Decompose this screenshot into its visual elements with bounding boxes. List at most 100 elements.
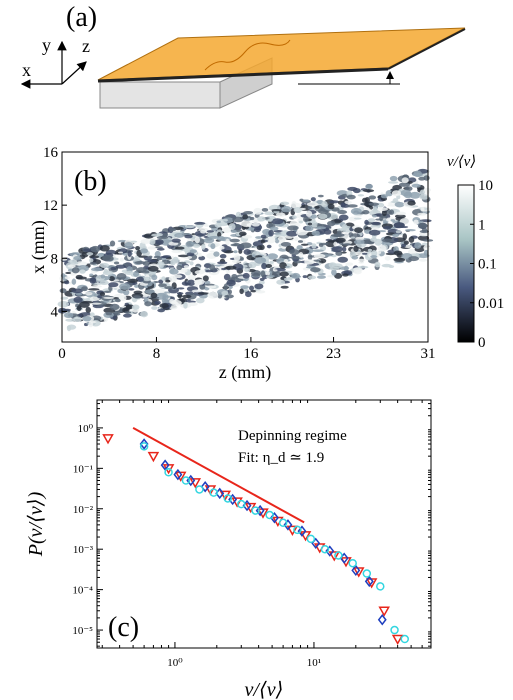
texture-blob (191, 289, 203, 293)
texture-blob (353, 267, 363, 273)
fit-line (132, 427, 305, 524)
texture-blob (127, 250, 132, 257)
texture-blob (241, 234, 253, 239)
texture-blob (333, 233, 345, 238)
texture-blob (135, 246, 140, 251)
texture-blob (280, 205, 292, 213)
texture-blob (362, 189, 375, 193)
texture-blob (358, 261, 365, 264)
texture-blob (408, 236, 415, 243)
texture-blob (253, 226, 262, 233)
texture-blob (73, 316, 82, 322)
y-tick-label: 16 (43, 145, 59, 161)
texture-blob (115, 298, 121, 303)
data-point (200, 481, 210, 493)
texture-blob (394, 201, 405, 208)
texture-blob (355, 236, 365, 241)
texture-blob (260, 239, 265, 244)
texture-blob (153, 288, 165, 294)
data-point (376, 582, 385, 591)
texture-blob (307, 222, 313, 226)
texture-blob (287, 225, 299, 231)
texture-blob (401, 243, 407, 248)
data-point (251, 506, 260, 515)
texture-blob (251, 222, 260, 227)
texture-blob (380, 194, 388, 199)
texture-blob (327, 274, 335, 278)
texture-blob (194, 236, 200, 244)
texture-blob (156, 247, 165, 251)
plate-edge (387, 28, 466, 70)
texture-blob (109, 303, 120, 311)
texture-blob (327, 203, 335, 210)
x-tick-label: 31 (421, 346, 436, 362)
data-point (286, 525, 299, 536)
texture-blob (293, 206, 302, 214)
texture-blob (118, 251, 124, 254)
texture-blob (131, 304, 140, 310)
texture-blob (117, 239, 127, 243)
texture-blob (331, 269, 337, 276)
texture-blob (312, 249, 324, 253)
texture-blob (385, 189, 394, 197)
annotation: Depinning regime (238, 428, 347, 444)
texture-blob (404, 229, 416, 232)
texture-blob (353, 217, 362, 220)
texture-blob (370, 237, 378, 242)
texture-blob (337, 210, 348, 215)
colorbar-tick-label: 0 (478, 335, 486, 351)
texture-blob (423, 175, 430, 181)
texture-blob (392, 233, 399, 238)
y-axis-label: P(v/⟨v⟩) (25, 491, 47, 557)
texture-blob (272, 271, 282, 278)
texture-blob (77, 264, 89, 272)
texture-blob (220, 267, 227, 271)
texture-blob (419, 232, 429, 236)
texture-blob (340, 202, 346, 208)
texture-blob (186, 252, 195, 257)
texture-blob (248, 261, 257, 269)
texture-blob (329, 200, 340, 204)
texture-blob (280, 242, 292, 247)
texture-blob (79, 269, 86, 274)
texture-blob (337, 256, 349, 263)
y-tick-label: 10⁻⁵ (72, 625, 93, 637)
texture-blob (298, 252, 304, 258)
texture-blob (100, 274, 106, 279)
x-tick-label: 10⁰ (167, 657, 183, 669)
x-tick-label: 16 (243, 346, 259, 362)
texture-blob (354, 227, 363, 233)
texture-blob (108, 275, 115, 282)
y-tick-label: 10⁻² (73, 504, 94, 516)
texture-blob (59, 288, 67, 294)
texture-blob (222, 217, 234, 224)
data-point (293, 525, 302, 535)
texture-blob (161, 276, 166, 281)
texture-blob (197, 292, 210, 295)
texture-blob (371, 221, 381, 225)
texture-blob (277, 236, 287, 242)
texture-blob (243, 249, 252, 255)
texture-blob (381, 238, 394, 243)
texture-blob (221, 244, 228, 247)
texture-blob (202, 275, 209, 282)
texture-blob (372, 207, 378, 215)
data-point (174, 471, 187, 482)
texture-blob (353, 214, 363, 217)
texture-blob (317, 213, 328, 220)
texture-blob (209, 250, 215, 253)
texture-blob (91, 267, 103, 272)
texture-blob (418, 220, 424, 223)
data-point (377, 614, 387, 626)
texture-blob (159, 303, 169, 309)
texture-blob (82, 315, 92, 322)
texture-blob (154, 300, 161, 305)
texture-blob (164, 286, 175, 290)
texture-blob (187, 279, 196, 286)
texture-blob (169, 228, 177, 232)
texture-blob (151, 233, 161, 237)
texture-blob (365, 183, 373, 190)
texture-blob (172, 256, 179, 264)
data-point (378, 606, 390, 617)
colorbar-tick-label: 0.01 (478, 296, 504, 312)
